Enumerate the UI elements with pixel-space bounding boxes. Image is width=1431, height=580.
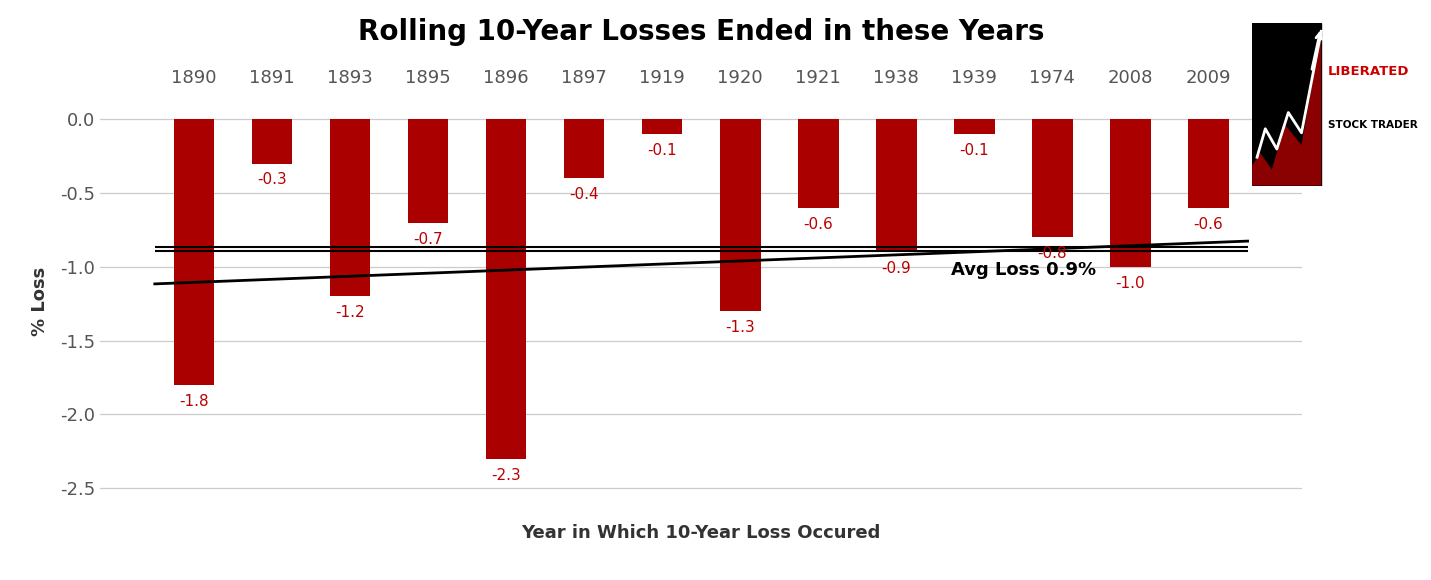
Bar: [408, 119, 448, 223]
Bar: [485, 119, 527, 459]
Text: -1.0: -1.0: [1116, 276, 1145, 291]
Polygon shape: [1252, 31, 1321, 186]
X-axis label: Year in Which 10-Year Loss Occured: Year in Which 10-Year Loss Occured: [521, 524, 881, 542]
Bar: [329, 119, 371, 296]
Text: -0.7: -0.7: [414, 231, 442, 246]
Bar: [252, 119, 292, 164]
Y-axis label: % Loss: % Loss: [31, 267, 49, 336]
Bar: [1188, 119, 1229, 208]
Bar: [798, 119, 839, 208]
Bar: [564, 119, 604, 179]
Text: -0.1: -0.1: [960, 143, 989, 158]
Text: STOCK TRADER: STOCK TRADER: [1328, 119, 1418, 130]
Text: -0.8: -0.8: [1037, 246, 1068, 261]
Title: Rolling 10-Year Losses Ended in these Years: Rolling 10-Year Losses Ended in these Ye…: [358, 18, 1045, 46]
Bar: [720, 119, 760, 311]
Text: -0.6: -0.6: [1193, 217, 1224, 232]
Bar: [954, 119, 995, 134]
Bar: [173, 119, 215, 385]
Text: -0.6: -0.6: [803, 217, 833, 232]
FancyBboxPatch shape: [1252, 23, 1321, 186]
Text: -1.8: -1.8: [179, 394, 209, 409]
Bar: [643, 119, 683, 134]
Bar: [876, 119, 917, 252]
Text: -0.1: -0.1: [647, 143, 677, 158]
Text: LIBERATED: LIBERATED: [1328, 66, 1410, 78]
Text: Avg Loss 0.9%: Avg Loss 0.9%: [952, 261, 1096, 279]
Bar: [1110, 119, 1151, 267]
Text: -1.2: -1.2: [335, 305, 365, 320]
Text: -1.3: -1.3: [726, 320, 756, 335]
Text: -0.3: -0.3: [258, 172, 286, 187]
Bar: [1032, 119, 1073, 237]
Text: -2.3: -2.3: [491, 467, 521, 483]
Text: -0.9: -0.9: [881, 261, 912, 276]
Text: -0.4: -0.4: [570, 187, 600, 202]
